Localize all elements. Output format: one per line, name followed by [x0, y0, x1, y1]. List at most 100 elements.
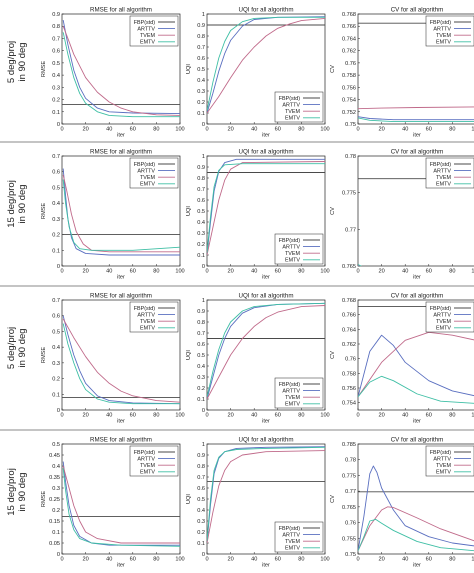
chart-panel-r0c1: UQI for all algorithm 0 20 40 60 80 100 0 0.1 0.2… — [186, 7, 330, 139]
y-tick-label: 0 — [57, 552, 60, 558]
series-line-emtv — [62, 468, 180, 547]
row-label-2-0: 5 deg/proj — [6, 327, 17, 369]
legend-entry-label: TVEM — [140, 33, 155, 39]
y-tick-label: 0.3 — [197, 375, 205, 381]
y-tick-label: 0.6 — [52, 314, 60, 320]
x-axis-label: iter — [117, 563, 125, 569]
y-tick-label: 0.45 — [49, 453, 60, 459]
y-tick-label: 0.75 — [345, 552, 356, 558]
x-tick-label: 40 — [251, 127, 257, 133]
y-tick-label: 0.7 — [197, 45, 205, 51]
y-tick-label: 0.4 — [197, 508, 205, 514]
series-line-arttv — [358, 465, 474, 551]
row-label-0-0: 5 deg/proj — [6, 41, 17, 83]
y-tick-label: 0.754 — [342, 401, 356, 407]
legend-entry-label: FBP(std) — [279, 238, 300, 244]
series-line-arttv — [62, 315, 180, 405]
x-axis-label: iter — [413, 133, 421, 139]
x-tick-label: 40 — [402, 413, 408, 419]
x-tick-label: 60 — [426, 557, 432, 563]
legend-entry-label: ARTTV — [282, 244, 300, 250]
x-tick-label: 0 — [356, 269, 359, 275]
y-tick-label: 0 — [202, 264, 205, 270]
legend-entry-label: FBP(std) — [279, 96, 300, 102]
x-tick-label: 0 — [356, 413, 359, 419]
x-tick-label: 40 — [251, 269, 257, 275]
y-tick-label: 0.25 — [49, 497, 60, 503]
series-line-emtv — [207, 302, 325, 397]
y-tick-label: 0.6 — [197, 486, 205, 492]
y-axis-label: UQI — [186, 64, 192, 74]
series-line-emtv — [62, 323, 180, 405]
x-tick-label: 0 — [205, 557, 208, 563]
y-tick-label: 0.756 — [342, 85, 356, 91]
y-tick-label: 0 — [57, 122, 60, 128]
legend-box — [129, 157, 179, 189]
legend-entry-label: TVEM — [285, 395, 300, 401]
series-line-arttv — [62, 168, 180, 256]
x-axis-label: iter — [262, 563, 270, 569]
legend-entry-label: TVEM — [285, 109, 300, 115]
y-tick-label: 0.2 — [197, 242, 205, 248]
legend-entry-label: TVEM — [285, 539, 300, 545]
legend-entry-label: EMTV — [140, 40, 155, 46]
y-tick-label: 0.77 — [345, 489, 356, 495]
y-tick-label: 0.766 — [342, 313, 356, 319]
y-axis-label: UQI — [186, 494, 192, 504]
legend-entry-label: ARTTV — [282, 388, 300, 394]
x-tick-label: 20 — [227, 557, 233, 563]
y-tick-label: 0.9 — [52, 12, 60, 18]
chart-panel-r2c1: UQI for all algorithm 0 20 40 60 80 100 0 0.1 0.2… — [186, 293, 330, 425]
y-tick-label: 0.764 — [342, 36, 356, 42]
row-label-1-0: 15 deg/proj — [6, 180, 17, 228]
y-tick-label: 0 — [202, 122, 205, 128]
legend-entry-label: FBP(std) — [134, 450, 155, 456]
y-tick-label: 0.8 — [197, 320, 205, 326]
legend-entry-label: TVEM — [436, 319, 451, 325]
x-axis-label: iter — [262, 133, 270, 139]
y-axis-label: UQI — [186, 350, 192, 360]
legend-box — [129, 15, 179, 47]
x-tick-label: 0 — [356, 127, 359, 133]
x-tick-label: 100 — [471, 127, 474, 133]
x-tick-label: 80 — [449, 127, 455, 133]
chart-panel-r1c1: UQI for all algorithm 0 20 40 60 80 100 0 0.1 0.2… — [186, 149, 330, 281]
series-line-tvem — [358, 506, 474, 552]
series-line-arttv — [358, 334, 474, 397]
y-tick-label: 0.1 — [52, 392, 60, 398]
y-tick-label: 0.5 — [197, 353, 205, 359]
x-tick-label: 60 — [426, 127, 432, 133]
x-tick-label: 40 — [251, 557, 257, 563]
y-tick-label: 0.7 — [52, 298, 60, 304]
x-tick-label: 40 — [402, 557, 408, 563]
legend-entry-label: ARTTV — [137, 168, 155, 174]
x-tick-label: 60 — [426, 413, 432, 419]
y-tick-label: 0.05 — [49, 541, 60, 547]
series-line-tvem — [207, 305, 325, 400]
chart-panel-r3c0: RMSE for all algorithm 0 20 40 60 80 100 0 0.05 0… — [41, 437, 185, 569]
y-tick-label: 0.2 — [197, 386, 205, 392]
legend-entry-label: TVEM — [436, 175, 451, 181]
y-axis-label: CV — [330, 495, 336, 503]
x-tick-label: 80 — [153, 127, 159, 133]
x-tick-label: 0 — [205, 269, 208, 275]
y-tick-label: 0.8 — [197, 464, 205, 470]
legend-box — [425, 157, 474, 189]
y-tick-label: 0.6 — [197, 342, 205, 348]
y-tick-label: 1 — [202, 298, 205, 304]
legend-entry-label: EMTV — [140, 470, 155, 476]
x-tick-label: 0 — [60, 413, 63, 419]
x-axis-label: iter — [413, 563, 421, 569]
y-tick-label: 0.752 — [342, 110, 356, 116]
chart-title: UQI for all algorithm — [238, 149, 293, 156]
legend-entry-label: EMTV — [285, 402, 300, 408]
x-tick-label: 100 — [175, 127, 184, 133]
series-line-emtv — [207, 16, 325, 111]
y-axis-label: RMSE — [41, 347, 47, 363]
